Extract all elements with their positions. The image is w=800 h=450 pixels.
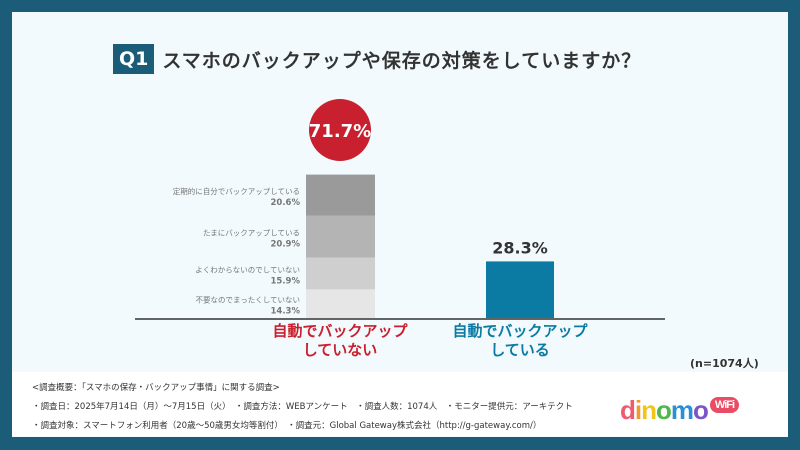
stack-segment bbox=[306, 215, 375, 258]
total-label-yes: 28.3% bbox=[492, 238, 548, 257]
segment-value: 20.6% bbox=[271, 198, 301, 208]
stack-segment bbox=[306, 289, 375, 318]
panel bbox=[12, 12, 788, 437]
total-badge bbox=[309, 99, 371, 161]
survey-footer: <調査概要：「スマホの保存・バックアップ事情」に関する調査> ・調査日：2025… bbox=[12, 372, 788, 436]
segment-label: 定期的に自分でバックアップしている bbox=[173, 186, 300, 196]
segment-label: たまにバックアップしている bbox=[203, 229, 300, 238]
total-label-not: 71.7% bbox=[309, 121, 371, 142]
segment-value: 14.3% bbox=[271, 307, 301, 317]
question-title: Q1 スマホのバックアップや保存の対策をしていますか？ bbox=[113, 44, 641, 74]
footer-line: ・調査対象：スマートフォン利用者（20歳〜50歳男女均等割付） ・調査元：Glo… bbox=[32, 421, 542, 431]
bar-yes bbox=[486, 261, 554, 318]
footer-line: <調査概要：「スマホの保存・バックアップ事情」に関する調査> bbox=[32, 383, 280, 393]
footer-line: ・調査日：2025年7月14日（月）〜7月15日（火） ・調査方法：WEBアンケ… bbox=[32, 402, 573, 412]
segment-value: 15.9% bbox=[271, 277, 301, 287]
category-label-not: 自動でバックアップ していない bbox=[272, 322, 408, 359]
dinomo-wifi-logo: dinomo WiFi bbox=[620, 395, 740, 426]
segment-value: 20.9% bbox=[271, 240, 301, 250]
stack-segment bbox=[306, 174, 375, 216]
question-text: スマホのバックアップや保存の対策をしていますか？ bbox=[162, 49, 642, 72]
stack-segment bbox=[306, 257, 375, 290]
segment-label: よくわからないのでしていない bbox=[195, 266, 300, 275]
sample-size: (n=1074人) bbox=[690, 357, 759, 370]
question-number: Q1 bbox=[113, 44, 155, 74]
segment-label: 不要なのでまったくしていない bbox=[196, 296, 300, 305]
category-label-yes: 自動でバックアップ している bbox=[452, 322, 588, 359]
